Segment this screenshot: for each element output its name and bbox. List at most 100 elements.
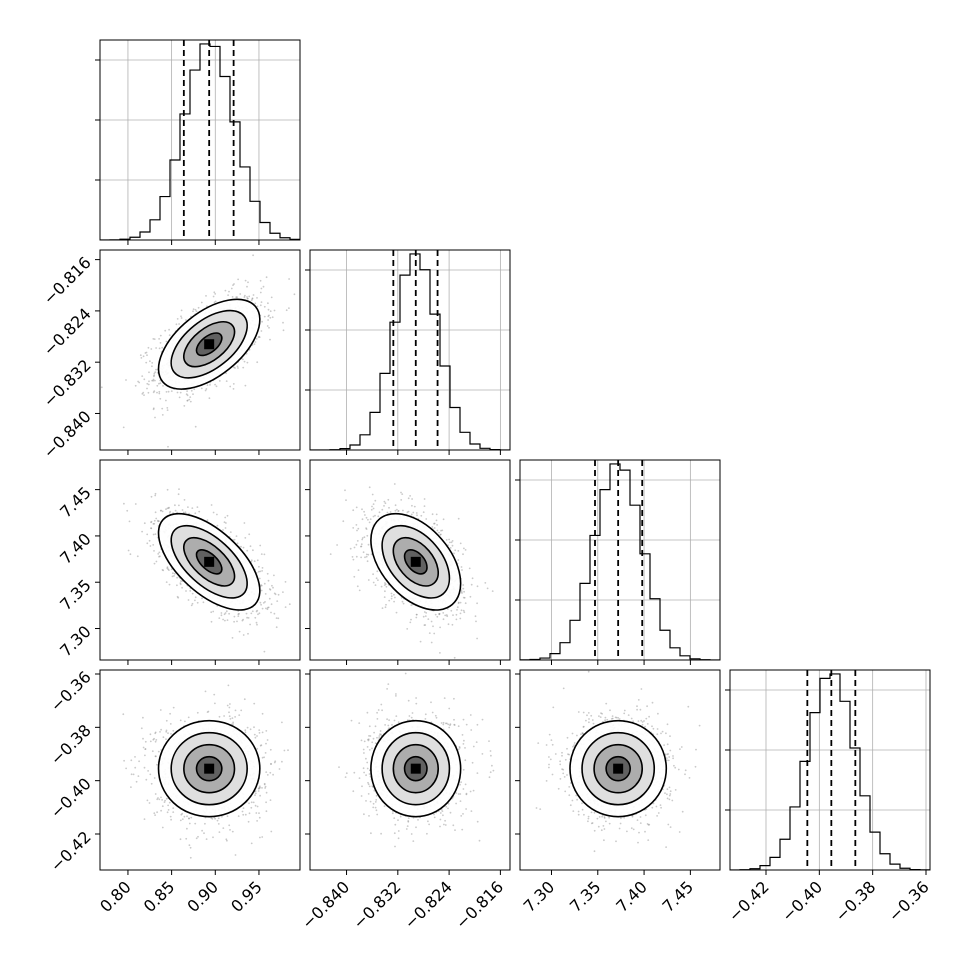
sample-point <box>166 811 169 814</box>
sample-point <box>258 816 261 819</box>
sample-point <box>270 830 273 833</box>
sample-point <box>156 811 159 814</box>
sample-point <box>223 521 226 524</box>
sample-point <box>454 549 457 552</box>
sample-point <box>364 514 366 516</box>
sample-point <box>268 588 271 590</box>
sample-point <box>246 361 249 364</box>
sample-point <box>236 542 239 545</box>
sample-point <box>380 585 383 588</box>
sample-point <box>160 509 163 512</box>
sample-point <box>261 731 264 734</box>
sample-point <box>364 556 366 559</box>
sample-point <box>384 606 387 609</box>
sample-point <box>167 804 170 807</box>
sample-point <box>225 838 228 841</box>
sample-point <box>205 838 208 840</box>
sample-point <box>269 316 272 319</box>
sample-point <box>165 340 168 343</box>
sample-point <box>470 583 473 586</box>
sample-point <box>247 281 249 284</box>
scatter-panel-2-1 <box>309 459 511 661</box>
contour-line <box>195 332 223 357</box>
sample-point <box>165 729 168 732</box>
sample-point <box>464 602 467 605</box>
sample-point <box>244 729 247 732</box>
sample-point <box>471 577 474 580</box>
sample-point <box>413 505 416 508</box>
sample-point <box>224 516 227 519</box>
sample-point <box>197 835 199 838</box>
sample-point <box>269 588 272 591</box>
sample-point <box>401 493 404 495</box>
sample-point <box>250 612 253 615</box>
sample-point <box>176 595 179 598</box>
sample-point <box>246 297 249 300</box>
sample-point <box>143 394 145 396</box>
sample-point <box>397 510 400 512</box>
sample-point <box>469 595 472 598</box>
sample-point <box>196 601 199 604</box>
sample-point <box>161 569 164 571</box>
sample-point <box>224 289 227 292</box>
sample-point <box>459 601 462 604</box>
sample-point <box>356 585 359 588</box>
sample-point <box>256 609 259 612</box>
sample-point <box>181 509 184 511</box>
sample-point <box>457 602 460 605</box>
sample-point <box>423 611 426 613</box>
sample-point <box>134 503 137 505</box>
sample-point <box>439 626 441 629</box>
sample-point <box>214 300 217 303</box>
sample-point <box>229 385 232 388</box>
sample-point <box>142 355 145 358</box>
sample-point <box>438 613 441 616</box>
sample-point <box>285 309 288 312</box>
sample-point <box>275 617 278 619</box>
sample-point <box>259 601 262 604</box>
sample-point <box>155 560 158 563</box>
sample-point <box>258 577 261 580</box>
sample-point <box>425 518 428 520</box>
sample-point <box>377 515 380 518</box>
sample-point <box>188 512 190 515</box>
sample-point <box>457 559 460 561</box>
sample-point <box>288 603 291 606</box>
sample-point <box>216 524 219 527</box>
sample-point <box>363 510 365 513</box>
sample-point <box>177 493 180 496</box>
sample-point <box>200 301 203 304</box>
sample-point <box>263 582 266 585</box>
sample-point <box>389 511 392 513</box>
sample-point <box>143 378 146 381</box>
panel-frame <box>99 39 301 241</box>
contour-line <box>195 549 223 575</box>
sample-point <box>258 732 261 734</box>
sample-point <box>158 347 161 350</box>
sample-point <box>270 611 272 614</box>
sample-point <box>196 711 199 714</box>
sample-point <box>253 343 256 345</box>
sample-point <box>252 549 254 552</box>
sample-point <box>402 509 404 512</box>
sample-point <box>450 609 453 612</box>
sample-point <box>167 445 169 448</box>
sample-point <box>187 599 190 601</box>
sample-point <box>384 582 386 584</box>
sample-point <box>451 544 454 547</box>
sample-point <box>143 522 146 525</box>
sample-point <box>277 593 280 596</box>
sample-point <box>168 328 171 331</box>
sample-point <box>269 310 272 313</box>
sample-point <box>275 626 278 629</box>
sample-point <box>259 794 261 797</box>
sample-point <box>462 553 464 556</box>
sample-point <box>263 315 266 318</box>
sample-point <box>158 392 161 395</box>
sample-point <box>167 390 170 393</box>
sample-point <box>148 539 151 542</box>
sample-point <box>366 560 369 563</box>
sample-point <box>459 617 462 620</box>
sample-point <box>162 569 165 572</box>
sample-point <box>416 514 418 517</box>
